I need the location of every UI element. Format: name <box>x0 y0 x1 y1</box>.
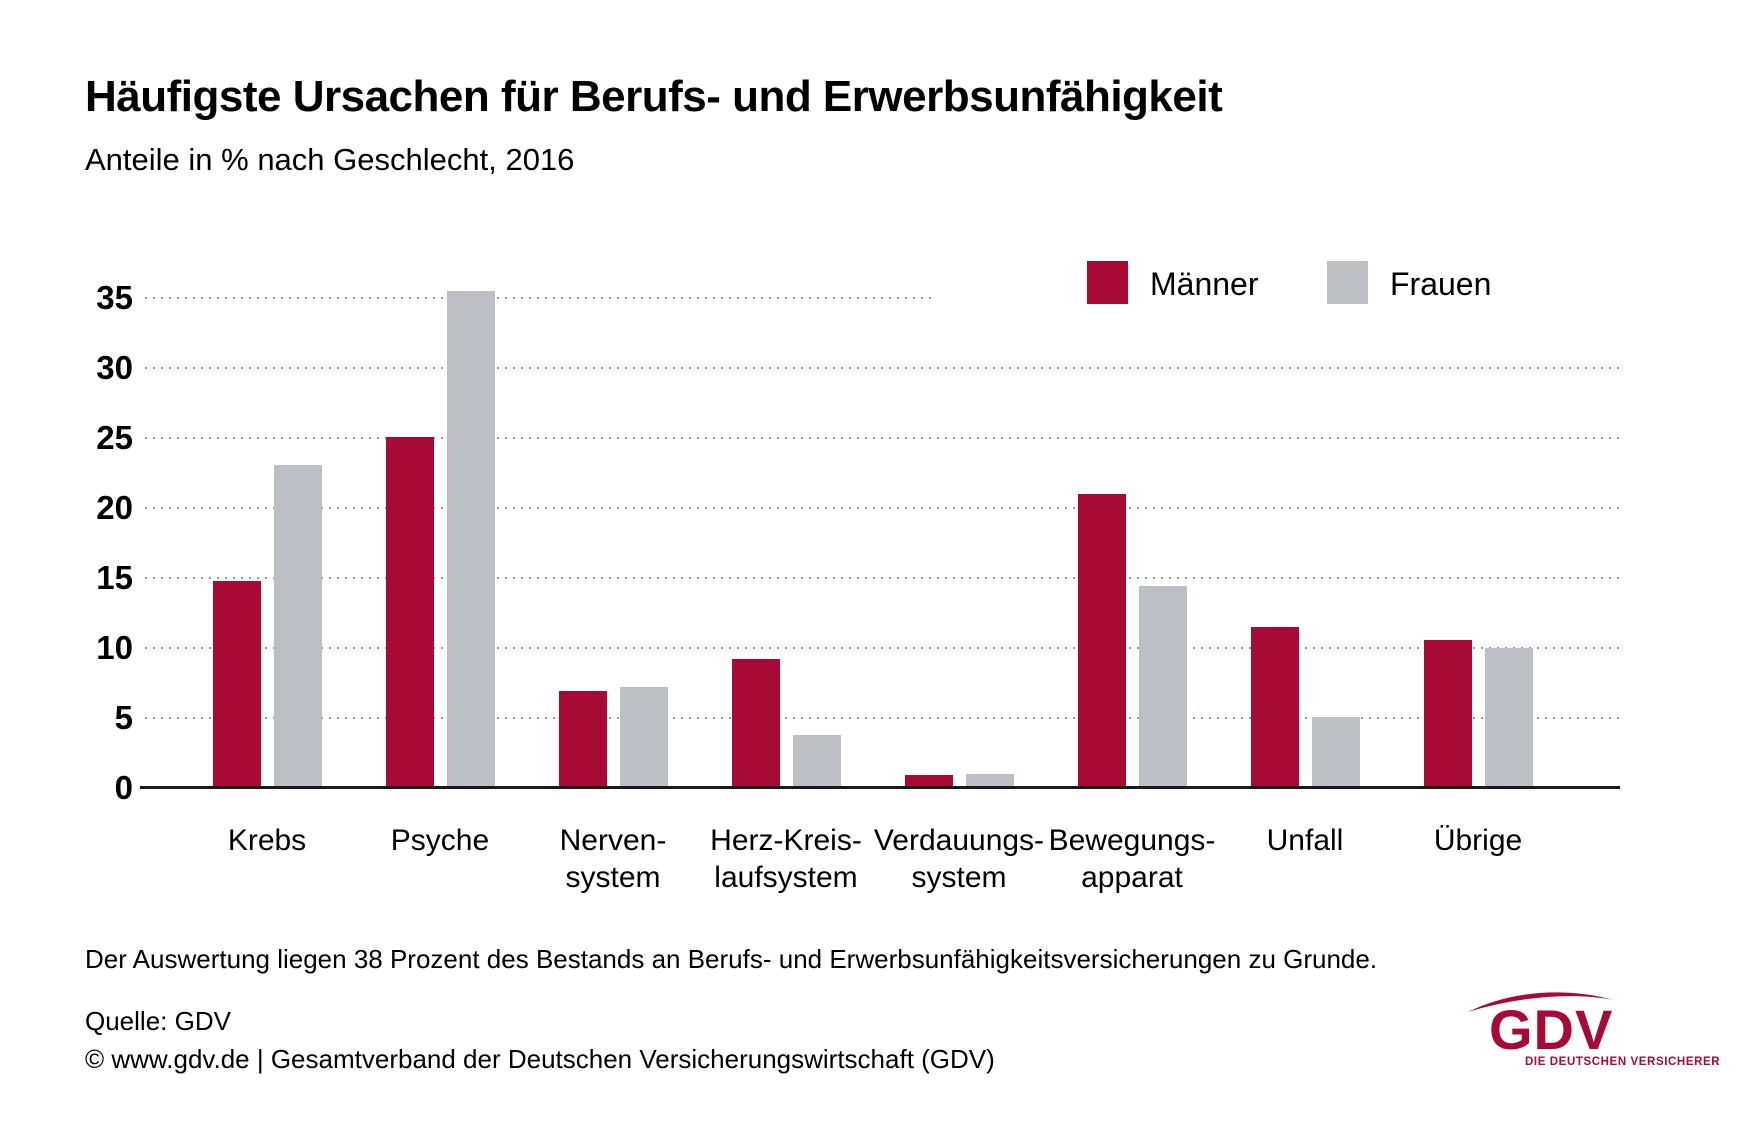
y-tick-0: 0 <box>114 769 133 806</box>
footnote: Der Auswertung liegen 38 Prozent des Bes… <box>85 944 1378 974</box>
gridline-20 <box>145 507 1620 509</box>
bar-männer-1 <box>213 581 261 788</box>
gridline-15 <box>145 577 1620 579</box>
x-label-8: Übrige <box>1433 824 1523 857</box>
x-label-7: Unfall <box>1266 824 1344 857</box>
bar-männer-5 <box>905 775 953 788</box>
legend-swatch-frauen <box>1327 261 1368 304</box>
legend-label-frauen: Frauen <box>1390 266 1492 302</box>
page-title: Häufigste Ursachen für Berufs- und Erwer… <box>85 72 1223 121</box>
y-tick-15: 15 <box>96 559 133 596</box>
bar-frauen-4 <box>793 735 841 788</box>
y-tick-5: 5 <box>114 699 133 736</box>
legend-swatch-maenner <box>1087 261 1128 304</box>
bar-frauen-5 <box>966 774 1014 788</box>
gridline-35 <box>145 297 935 299</box>
x-label-5: Verdauungs- system <box>873 824 1045 894</box>
y-tick-20: 20 <box>96 489 133 526</box>
bar-frauen-1 <box>274 465 322 788</box>
y-tick-30: 30 <box>96 349 133 386</box>
x-label-1: Krebs <box>227 824 307 857</box>
source-line: Quelle: GDV <box>85 1006 231 1036</box>
gridline-30 <box>145 367 1620 369</box>
y-tick-10: 10 <box>96 629 133 666</box>
bar-männer-7 <box>1251 627 1299 788</box>
x-label-2: Psyche <box>390 824 490 857</box>
gridline-25 <box>145 437 1620 439</box>
bar-frauen-7 <box>1312 717 1360 788</box>
gridline-5 <box>145 717 1620 719</box>
x-axis-line <box>140 786 1620 789</box>
gdv-logo-swoosh-icon <box>1466 986 1616 1021</box>
y-tick-35: 35 <box>96 279 133 316</box>
x-label-6: Bewegungs- apparat <box>1048 824 1216 894</box>
y-tick-25: 25 <box>96 419 133 456</box>
bar-männer-6 <box>1078 494 1126 788</box>
bar-männer-8 <box>1424 640 1472 788</box>
bar-frauen-3 <box>620 687 668 788</box>
gdv-logo-tagline: DIE DEUTSCHEN VERSICHERER <box>1525 1056 1721 1068</box>
bar-männer-2 <box>386 437 434 788</box>
bar-frauen-2 <box>447 291 495 788</box>
gdv-logo-text: GDV <box>1489 998 1614 1061</box>
bar-männer-4 <box>732 659 780 788</box>
x-label-4: Herz-Kreis- laufsystem <box>710 824 862 894</box>
x-label-3: Nerven- system <box>559 824 667 894</box>
gridline-10 <box>145 647 1620 649</box>
bar-frauen-8 <box>1485 648 1533 788</box>
page-subtitle: Anteile in % nach Geschlecht, 2016 <box>85 142 575 177</box>
bar-männer-3 <box>559 691 607 788</box>
legend-label-maenner: Männer <box>1150 266 1259 302</box>
copyright-line: © www.gdv.de | Gesamtverband der Deutsch… <box>85 1044 995 1074</box>
bar-frauen-6 <box>1139 586 1187 788</box>
